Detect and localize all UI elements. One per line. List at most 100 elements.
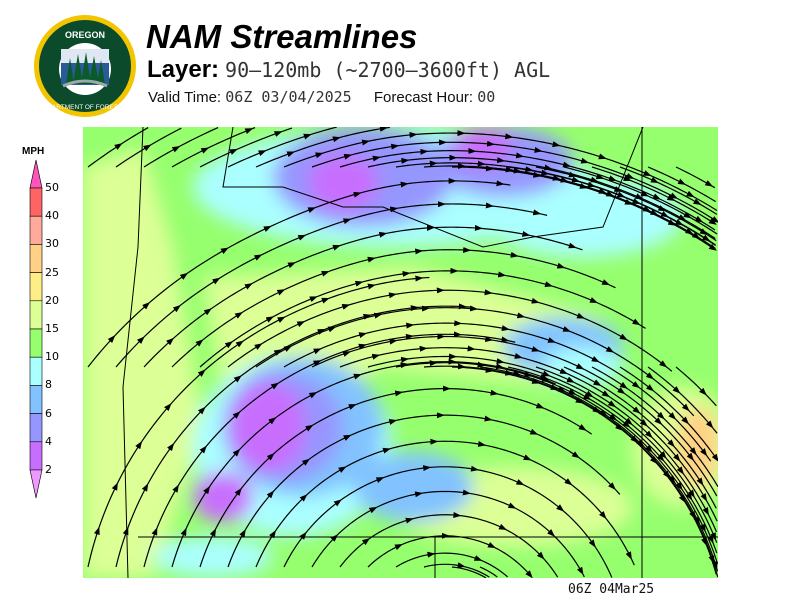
streamline-arrow [640,190,649,197]
legend-tick-label: 15 [45,322,59,335]
streamline-arrow [513,167,522,174]
streamline-arrow [266,490,275,499]
streamline-arrow [229,148,238,155]
streamline-arrow [544,281,553,288]
forecast-hour-value: 00 [477,88,496,106]
streamline [451,566,487,578]
footer-timestamp: 06Z 04Mar25 [568,582,655,597]
streamline-arrow [358,332,368,339]
streamline-arrow [197,369,206,377]
streamline-map[interactable] [83,127,718,578]
streamline-arrow [579,183,588,189]
streamline-arrow [507,502,517,509]
streamline-arrow [427,551,436,558]
streamline-arrow [605,190,615,197]
streamline-arrow [590,176,599,183]
streamline-arrow [265,316,275,323]
streamline-arrow [497,271,507,278]
streamline-arrow [203,308,212,316]
streamline [535,366,718,533]
streamline-arrow [244,283,253,290]
streamline-arrow [599,409,608,417]
streamline-arrow [167,442,175,452]
streamline-arrow [557,385,567,393]
streamline-arrow [224,341,234,349]
streamline-arrow [691,232,701,239]
streamline-arrow [142,302,151,310]
streamline-arrow [232,411,241,419]
streamline-arrow [498,523,507,531]
streamline-arrow [400,181,409,188]
legend-tick-label: 8 [45,378,52,392]
streamline-arrow [588,539,596,548]
streamline-arrow [668,475,676,484]
streamline-arrow [601,390,610,398]
streamline-arrow [601,279,611,286]
streamline-arrow [631,381,641,389]
streamline-arrow [299,494,308,502]
streamline-arrow [277,316,286,323]
legend-tick-label: 30 [45,237,59,251]
streamline-arrow [677,178,686,185]
streamline-arrow [296,321,306,328]
streamline-arrow [487,541,496,549]
streamline-arrow [639,419,648,427]
streamline-arrow [607,400,617,408]
streamline-arrow [556,262,566,269]
streamline [171,249,616,368]
streamline-arrow [591,355,600,363]
streamline-arrow [263,225,272,232]
streamline-arrow [283,345,293,352]
streamline-arrow [197,406,206,415]
streamline-arrow [343,434,352,441]
streamline-arrow [539,373,549,380]
legend-tick-label: 6 [45,406,52,420]
streamline-arrow [315,152,324,159]
streamline-arrow [652,193,661,200]
streamline-arrow [405,517,414,524]
legend-bin [29,272,43,302]
layer-label: Layer: [147,56,220,83]
streamline-arrow [523,454,532,461]
forecast-hour-label: Forecast Hour: [373,89,474,106]
legend-bottom-arrow [29,469,43,499]
streamline-arrow [332,244,341,251]
streamline-arrow [203,485,211,495]
streamline-arrow [666,194,676,201]
streamline-arrow [354,280,364,287]
streamline [395,552,508,578]
streamline-arrow [587,181,596,188]
streamline-arrow [239,529,246,538]
streamline-arrow [400,362,409,369]
streamline-arrow [496,358,505,365]
streamline-arrow [589,297,598,304]
streamline-arrow [699,228,708,236]
streamline-arrow [382,447,391,454]
streamline-arrow [562,161,572,168]
streamline-arrow [389,338,398,345]
streamline-arrow [659,360,668,368]
streamline-arrow [613,186,623,192]
streamline-arrow [578,424,587,431]
streamline-arrow [619,333,628,341]
streamline-arrow [490,389,499,396]
streamline-arrow [200,147,210,154]
streamline-arrow [353,373,362,380]
streamline [535,166,717,242]
streamline [255,307,695,417]
streamline-arrow [605,346,615,353]
streamline [115,305,473,568]
streamline-arrow [172,484,179,493]
streamline-arrow [195,339,204,347]
streamline-arrow [566,376,575,383]
streamline-arrow [470,465,479,472]
streamline-arrow [536,551,545,560]
streamline-arrow [592,406,601,414]
streamline-arrow [568,388,577,395]
streamline-arrow [515,479,525,486]
streamline-arrow [457,562,466,569]
streamline-arrow [632,406,641,414]
streamline-arrow [686,190,695,198]
streamline-arrow [268,417,277,425]
streamline-arrow [232,448,241,457]
